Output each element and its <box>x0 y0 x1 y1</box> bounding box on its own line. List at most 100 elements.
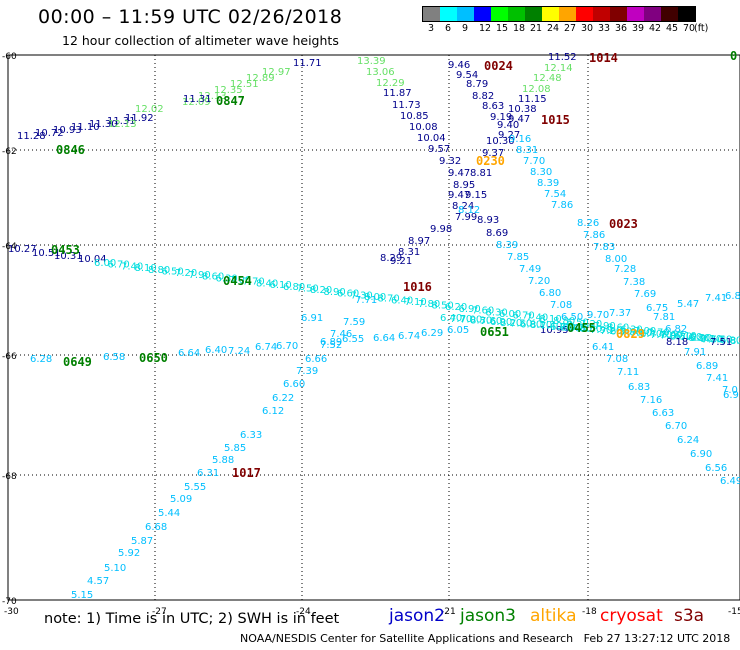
swh-value: 6.82 <box>665 324 687 335</box>
swh-value: 9.37 <box>482 148 504 159</box>
swh-value: 6.68 <box>145 522 167 533</box>
swh-value: 8.20 <box>310 285 332 296</box>
swh-value: 10.38 <box>508 104 537 115</box>
pass-time-label: 0650 <box>139 351 168 365</box>
legend-tick: 9 <box>462 23 469 34</box>
swh-value: 8.30 <box>530 167 552 178</box>
legend-swatch <box>423 7 440 21</box>
swh-value: 12.13 <box>198 91 227 102</box>
lon-tick-label: -18 <box>582 607 597 617</box>
swh-value: 6.90 <box>690 333 712 344</box>
swh-value: 8.39 <box>537 178 559 189</box>
legend-swatch <box>610 7 627 21</box>
swh-value: 7.50 <box>297 284 319 295</box>
legend-tick: 33 <box>598 23 611 34</box>
swh-value: 8.81 <box>470 168 492 179</box>
swh-value: 8.31 <box>516 145 538 156</box>
swh-value: 6.83 <box>628 382 650 393</box>
pass-time-label: 1017 <box>232 466 261 480</box>
swh-value: 6.60 <box>580 324 602 335</box>
swh-value: 10.27 <box>8 244 37 255</box>
swh-value: 8.18 <box>666 337 688 348</box>
swh-value: 11.52 <box>548 52 577 63</box>
swh-value: 6.22 <box>272 393 294 404</box>
lon-tick-label: -21 <box>441 607 456 617</box>
legend-tick: 24 <box>547 23 560 34</box>
swh-value: 7.60 <box>480 316 502 327</box>
swh-value: 11.15 <box>518 94 547 105</box>
swh-value: 7.20 <box>580 319 602 330</box>
swh-value: 12.09 <box>182 97 211 108</box>
swh-value: 8.90 <box>324 287 346 298</box>
swh-value: 13.39 <box>357 56 386 67</box>
lat-tick-label: -64 <box>2 242 17 252</box>
swh-value: 6.64 <box>178 348 200 359</box>
swh-value: 7.41 <box>706 373 728 384</box>
legend-tick: 70 <box>683 23 696 34</box>
swh-value: 8.00 <box>364 292 386 303</box>
swh-value: 6.60 <box>337 289 359 300</box>
swh-value: 7.10 <box>630 328 652 339</box>
swh-value: 7.16 <box>640 395 662 406</box>
swh-value: 6.50 <box>567 318 589 329</box>
swh-value: 10.51 <box>32 248 61 259</box>
swh-value: 6.55 <box>342 334 364 345</box>
swh-value: 8.30 <box>486 307 508 318</box>
swh-value: 7.08 <box>606 354 628 365</box>
swh-value: 6.75 <box>646 303 668 314</box>
pass-time-label: 0454 <box>223 274 252 288</box>
lon-tick-label: -15 <box>728 607 740 617</box>
swh-value: 6.40 <box>205 345 227 356</box>
swh-value: 8.95 <box>453 180 475 191</box>
swh-value: 6.70 <box>513 311 535 322</box>
swh-value: 5.47 <box>677 299 699 310</box>
swh-value: 8.80 <box>553 316 575 327</box>
swh-value: 6.89 <box>320 337 342 348</box>
swh-value: 7.70 <box>523 156 545 167</box>
swh-value: 7.70 <box>650 330 672 341</box>
swh-value: 6.40 <box>640 329 662 340</box>
swh-value: 5.85 <box>224 443 246 454</box>
swh-value: 6.40 <box>391 295 413 306</box>
swh-value: 9.47 <box>508 114 530 125</box>
swh-value: 7.00 <box>460 315 482 326</box>
swh-value: 6.56 <box>705 463 727 474</box>
swh-value: 6.43 <box>563 323 585 334</box>
swh-value: 6.70 <box>665 421 687 432</box>
swh-value: 6.10 <box>675 331 697 342</box>
swh-value: 7.99 <box>455 212 477 223</box>
swh-value: 6.64 <box>373 333 395 344</box>
swh-value: 6.8 <box>725 291 740 302</box>
swh-value: 6.24 <box>677 435 699 446</box>
swh-value: 7.70 <box>450 314 472 325</box>
swh-value: 6.80 <box>539 288 561 299</box>
satellite-s3a: s3a <box>674 606 705 626</box>
swh-value: 9.47 <box>448 168 470 179</box>
swh-value: 6.28 <box>30 354 52 365</box>
legend-tick: 27 <box>564 23 577 34</box>
swh-value: 7.91 <box>684 347 706 358</box>
legend-tick: 36 <box>615 23 628 34</box>
swh-value: 9.98 <box>430 224 452 235</box>
pass-time-label: 0847 <box>216 94 245 108</box>
swh-value: 7.39 <box>296 366 318 377</box>
lat-tick-label: -60 <box>2 52 17 62</box>
legend-swatch <box>661 7 678 21</box>
satellite-cryosat: cryosat <box>600 606 663 626</box>
swh-value: 6.74 <box>255 342 277 353</box>
legend-tick: 15 <box>496 23 509 34</box>
swh-value: 11.28 <box>17 131 46 142</box>
swh-value: 7.86 <box>551 200 573 211</box>
swh-value: 7.20 <box>528 276 550 287</box>
swh-value: 8.82 <box>472 91 494 102</box>
legend-swatch <box>542 7 559 21</box>
swh-value: 6.9 <box>723 390 739 401</box>
swh-value: 9.54 <box>456 70 478 81</box>
swh-value: 7.90 <box>189 270 211 281</box>
swh-value: 6.30 <box>216 273 238 284</box>
swh-value: 6.80 <box>688 333 710 344</box>
swh-value: 7.38 <box>623 277 645 288</box>
page-subtitle: 12 hour collection of altimeter wave hei… <box>62 33 339 48</box>
swh-value: 12.08 <box>522 84 551 95</box>
